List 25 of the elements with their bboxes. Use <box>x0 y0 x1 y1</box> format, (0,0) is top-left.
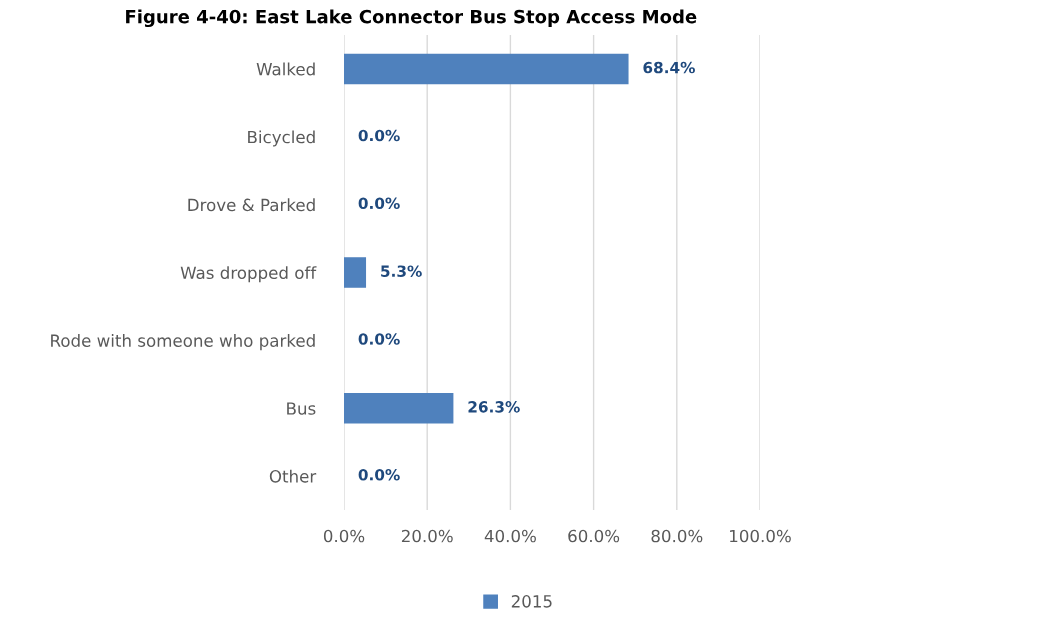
legend-label: 2015 <box>511 595 552 608</box>
y-tick-label: Bicycled <box>248 130 315 147</box>
x-tick-label: 40.0% <box>484 529 536 543</box>
x-tick-label: 60.0% <box>568 529 620 543</box>
x-tick-label: 0.0% <box>323 529 365 543</box>
x-tick-label: 20.0% <box>401 529 453 543</box>
data-label: 26.3% <box>468 401 520 413</box>
y-tick-label: Drove & Parked <box>188 198 315 212</box>
data-label: 0.0% <box>358 468 400 481</box>
y-tick-label: Rode with someone who parked <box>51 334 315 351</box>
y-tick-label: Walked <box>256 62 315 76</box>
data-label: 0.0% <box>358 129 400 142</box>
data-label: 68.4% <box>643 61 695 74</box>
chart-title: Figure 4-40: East Lake Connector Bus Stop Access Mode <box>126 9 697 28</box>
data-label: 5.3% <box>381 265 422 277</box>
data-label: 0.0% <box>358 197 400 210</box>
bar <box>344 53 629 85</box>
bar <box>344 257 367 288</box>
x-tick-label: 80.0% <box>651 529 703 543</box>
y-tick-label: Was dropped off <box>180 266 317 283</box>
data-label: 0.0% <box>358 333 400 345</box>
y-tick-label: Bus <box>287 402 316 415</box>
bar <box>344 392 454 424</box>
x-tick-label: 100.0% <box>730 529 791 543</box>
y-tick-label: Other <box>269 469 317 483</box>
